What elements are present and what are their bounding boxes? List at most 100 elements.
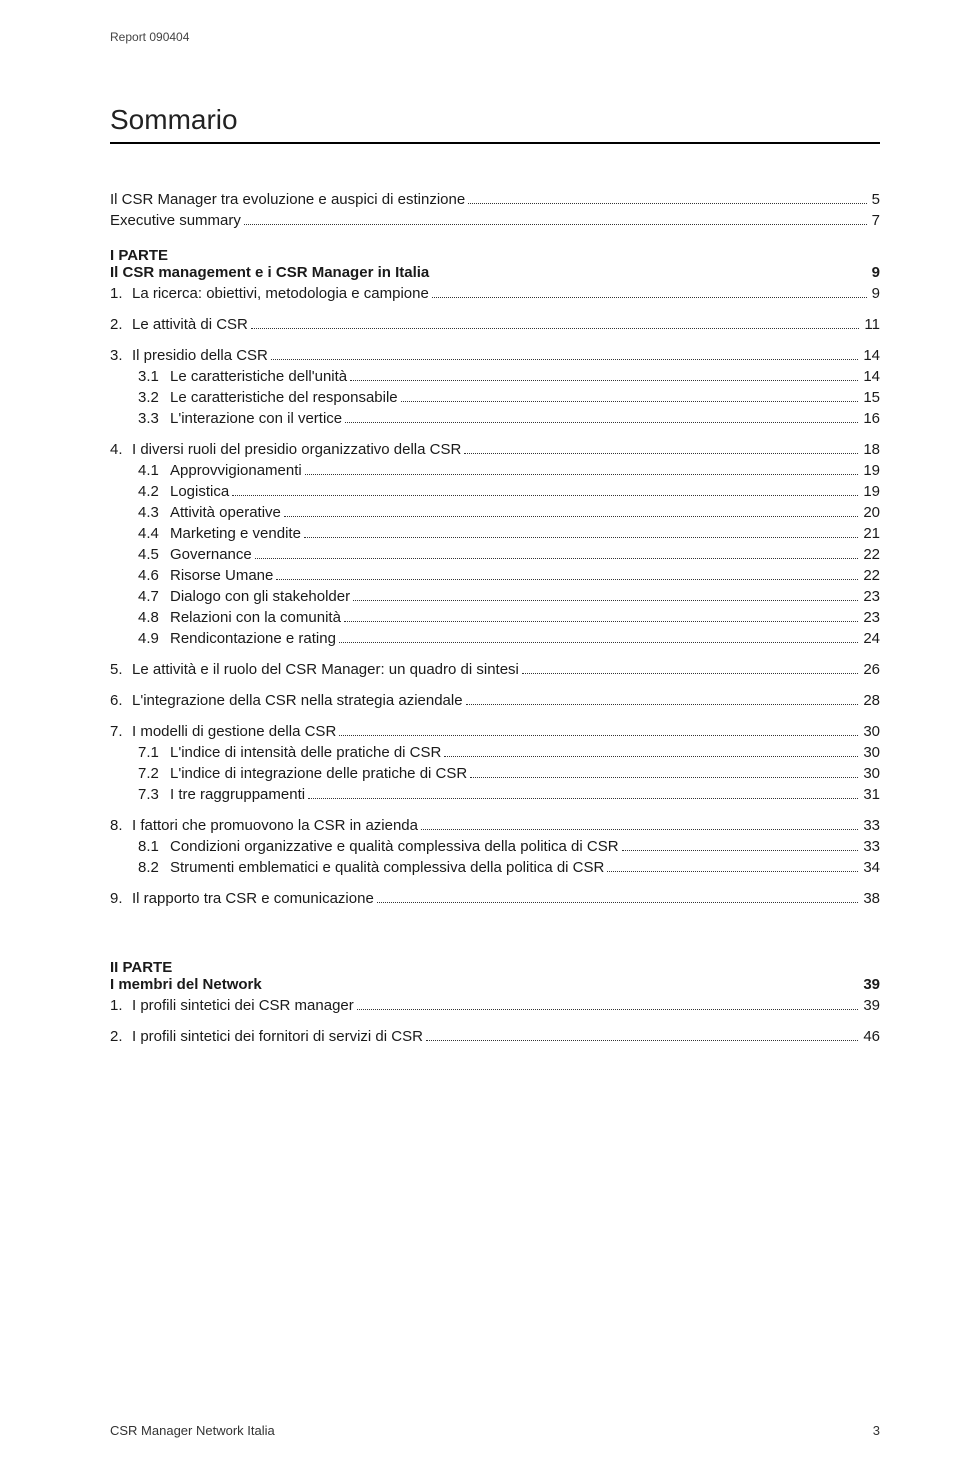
toc-entry-text: I tre raggruppamenti [170,787,305,802]
toc-entry-number: 7.3 [138,787,170,802]
toc-entry-page: 31 [861,787,880,802]
toc-entry-text: Il CSR Manager tra evoluzione e auspici … [110,192,465,207]
toc-leader [350,371,858,381]
toc-entry-page: 5 [870,192,880,207]
toc-entry-text: L'indice di integrazione delle pratiche … [170,766,467,781]
toc-entry-page: 21 [861,526,880,541]
toc-entry-text: Le caratteristiche del responsabile [170,390,398,405]
toc-leader [255,549,859,559]
toc-entry-page: 14 [861,348,880,363]
toc-leader [468,194,866,204]
toc-entry: 4.9Rendicontazione e rating24 [138,631,880,646]
toc-entry-page: 19 [861,463,880,478]
toc-leader [308,789,858,799]
toc-entry-number: 4.7 [138,589,170,604]
toc-entry-number: 4.3 [138,505,170,520]
toc-leader [339,726,858,736]
toc-entry: 1.La ricerca: obiettivi, metodologia e c… [110,286,880,301]
toc-entry-text: La ricerca: obiettivi, metodologia e cam… [132,286,429,301]
toc-entry: 4.3Attività operative20 [138,505,880,520]
toc-entry: 3.3L'interazione con il vertice16 [138,411,880,426]
toc-entry: 9.Il rapporto tra CSR e comunicazione38 [110,891,880,906]
toc-leader [353,591,858,601]
toc-entry-page: 28 [861,693,880,708]
toc-entry-page: 30 [861,745,880,760]
toc-leader [304,528,858,538]
toc-entry-number: 2. [110,317,132,332]
toc-entry-number: 4.6 [138,568,170,583]
toc-leader [464,444,858,454]
toc-entry-number: 4.8 [138,610,170,625]
toc-entry-text: Approvvigionamenti [170,463,302,478]
toc-entry-text: Executive summary [110,213,241,228]
toc-entry: 7.1L'indice di intensità delle pratiche … [138,745,880,760]
toc-part-label: I PARTE [110,248,880,263]
toc-leader [432,288,867,298]
toc-entry: 2.Le attività di CSR11 [110,317,880,332]
toc-entry: 4.6Risorse Umane22 [138,568,880,583]
toc-entry-page: 46 [861,1029,880,1044]
toc-entry: 4.1Approvvigionamenti19 [138,463,880,478]
toc-leader [522,664,858,674]
toc-entry-number: 5. [110,662,132,677]
toc-entry: 3.Il presidio della CSR14 [110,348,880,363]
toc-entry-page: 39 [861,998,880,1013]
running-header: Report 090404 [110,30,880,44]
table-of-contents: Il CSR Manager tra evoluzione e auspici … [110,192,880,1044]
toc-leader [401,392,859,402]
toc-entry-number: 3.3 [138,411,170,426]
toc-entry-number: 1. [110,286,132,301]
toc-entry: Executive summary7 [110,213,880,228]
toc-entry: 4.5Governance22 [138,547,880,562]
toc-part-title: Il CSR management e i CSR Manager in Ita… [110,265,880,280]
toc-leader [426,1031,858,1041]
toc-entry-text: L'integrazione della CSR nella strategia… [132,693,463,708]
toc-entry-number: 7.2 [138,766,170,781]
toc-entry-text: Logistica [170,484,229,499]
toc-entry-page: 14 [861,369,880,384]
toc-entry-page: 9 [870,286,880,301]
toc-entry-text: Le attività di CSR [132,317,248,332]
toc-leader [251,319,860,329]
toc-entry-text: Governance [170,547,252,562]
toc-entry-number: 4.4 [138,526,170,541]
toc-leader [377,893,859,903]
toc-part-page: 9 [872,265,880,280]
toc-entry: 4.I diversi ruoli del presidio organizza… [110,442,880,457]
toc-entry-text: L'interazione con il vertice [170,411,342,426]
toc-entry: 3.1Le caratteristiche dell'unità 14 [138,369,880,384]
toc-entry-number: 4.5 [138,547,170,562]
toc-entry-text: Le caratteristiche dell'unità [170,369,347,384]
toc-entry-page: 23 [861,610,880,625]
toc-entry-text: Attività operative [170,505,281,520]
page-footer: CSR Manager Network Italia 3 [110,1423,880,1438]
toc-entry: 1.I profili sintetici dei CSR manager39 [110,998,880,1013]
toc-entry-number: 8.1 [138,839,170,854]
toc-entry-text: Le attività e il ruolo del CSR Manager: … [132,662,519,677]
toc-part-title-text: I membri del Network [110,977,262,992]
toc-leader [244,215,867,225]
toc-entry-page: 33 [861,818,880,833]
toc-part-page: 39 [863,977,880,992]
toc-entry: 7.I modelli di gestione della CSR30 [110,724,880,739]
toc-entry-page: 30 [861,724,880,739]
toc-leader [622,841,859,851]
toc-entry-number: 7. [110,724,132,739]
toc-entry-text: I fattori che promuovono la CSR in azien… [132,818,418,833]
toc-entry-number: 3.2 [138,390,170,405]
toc-leader [344,612,858,622]
toc-entry-number: 3. [110,348,132,363]
toc-entry-page: 33 [861,839,880,854]
toc-leader [232,486,858,496]
toc-entry-number: 3.1 [138,369,170,384]
toc-leader [466,695,859,705]
toc-entry: 4.4Marketing e vendite21 [138,526,880,541]
toc-entry-page: 30 [861,766,880,781]
toc-entry-number: 4.9 [138,631,170,646]
toc-leader [444,747,858,757]
toc-entry-text: Il rapporto tra CSR e comunicazione [132,891,374,906]
toc-entry-number: 2. [110,1029,132,1044]
footer-left: CSR Manager Network Italia [110,1423,275,1438]
footer-page-number: 3 [873,1423,880,1438]
toc-entry-text: Strumenti emblematici e qualità compless… [170,860,604,875]
